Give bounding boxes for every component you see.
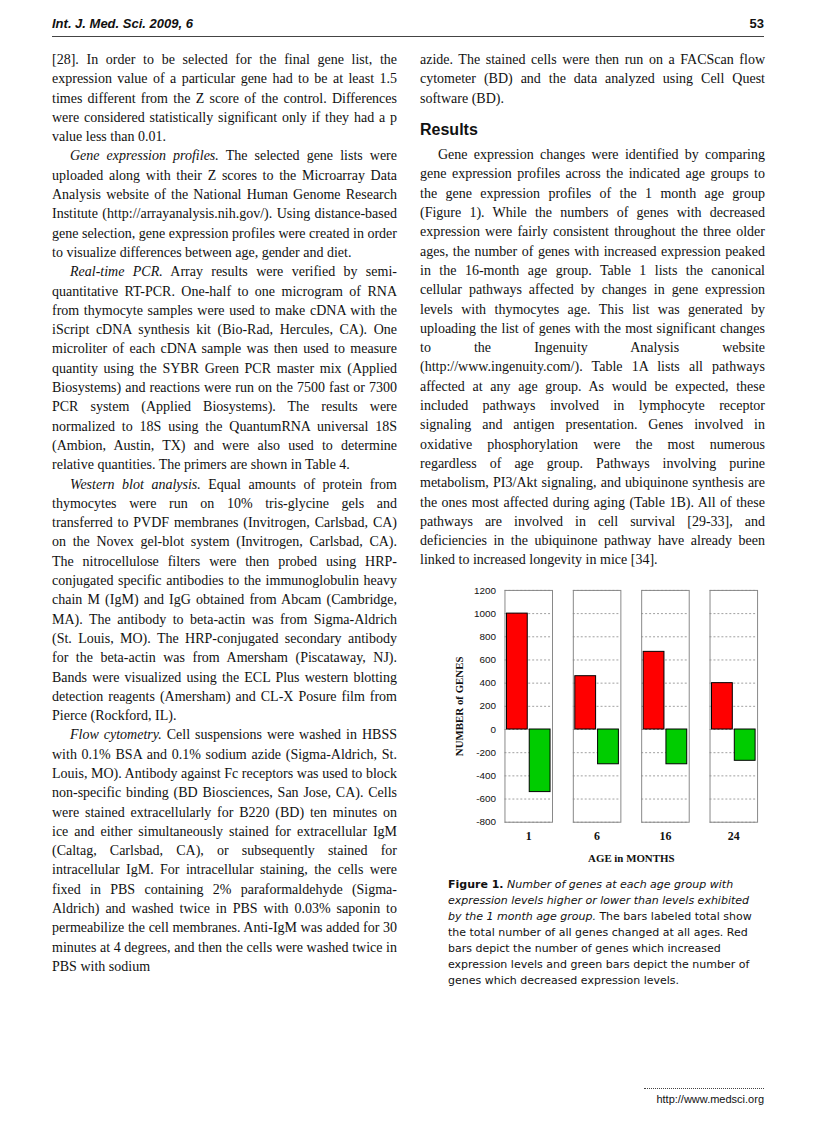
svg-text:-800: -800 [476, 816, 496, 827]
svg-text:24: 24 [728, 828, 740, 842]
svg-text:200: 200 [480, 700, 497, 711]
svg-text:-600: -600 [476, 793, 496, 804]
svg-text:600: 600 [480, 654, 497, 665]
html-text:[28]. In order to be selected: [28]. In order to be selected for the fi… [52, 52, 397, 145]
html-text:The selected gene lists were u: The selected gene lists were uploaded al… [52, 148, 397, 260]
svg-text:AGE in MONTHS: AGE in MONTHS [588, 852, 674, 864]
svg-text:16: 16 [660, 828, 672, 842]
svg-text:800: 800 [480, 631, 497, 642]
svg-text:1: 1 [526, 828, 532, 842]
html-text:Results: Results [420, 120, 478, 138]
svg-text:400: 400 [480, 677, 497, 688]
html-text:Western blot analysis.: Western blot analysis. [70, 476, 201, 492]
svg-text:6: 6 [594, 828, 600, 842]
html-text:Gene expression profiles.: Gene expression profiles. [70, 148, 219, 164]
svg-text:1200: 1200 [474, 584, 497, 595]
html-text:Gene expression changes were i: Gene expression changes were identified … [420, 147, 765, 568]
html-text:azide. The stained cells were: azide. The stained cells were then run o… [420, 52, 765, 106]
svg-text:-400: -400 [476, 770, 496, 781]
html-text:Real-time PCR.: Real-time PCR. [70, 264, 163, 280]
html-text:Array results were verified by: Array results were verified by semi-quan… [52, 264, 397, 473]
html-text:Equal amounts of protein from: Equal amounts of protein from thymocytes… [52, 476, 397, 724]
svg-text:-200: -200 [476, 747, 496, 758]
html-text:Int. J. Med. Sci. 2009, 6: Int. J. Med. Sci. 2009, 6 [52, 16, 193, 31]
html-text:Flow cytometry. Cell suspensio: Flow cytometry. Cell suspensions were wa… [52, 727, 397, 974]
svg-text:NUMBER of GENES: NUMBER of GENES [453, 656, 465, 756]
svg-text:0: 0 [491, 723, 497, 734]
svg-text:1000: 1000 [474, 607, 497, 618]
html-text:53: 53 [749, 16, 764, 31]
html-text:Figure 1. Number of genes at e: Figure 1. Number of genes at each age gr… [448, 878, 752, 987]
html-text:http://www.medsci.org: http://www.medsci.org [656, 1093, 764, 1105]
